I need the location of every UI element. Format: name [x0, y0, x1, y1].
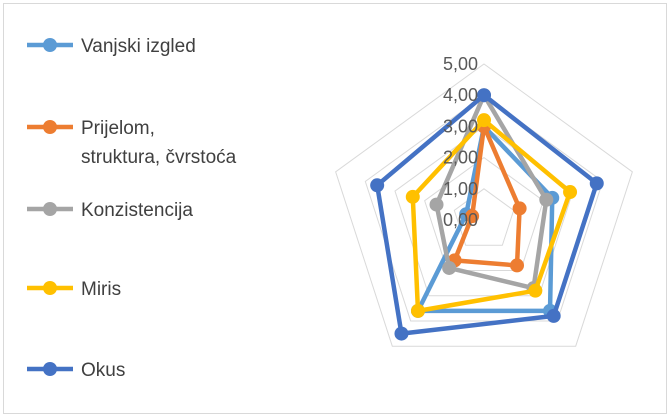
- data-point-s5-axis5: [370, 178, 385, 193]
- data-point-s5-axis1: [477, 88, 491, 103]
- legend-label: Vanjski izgled: [81, 36, 196, 57]
- data-point-s4-axis2: [563, 185, 578, 200]
- legend: Vanjski izgled Prijelom, struktura, čvrsto…: [27, 36, 237, 381]
- grid-ring-5: [335, 63, 633, 347]
- data-point-s2-axis5: [465, 209, 480, 224]
- data-point-s4-axis4: [410, 303, 425, 318]
- legend-entry-4: Miris: [27, 279, 121, 300]
- legend-marker: [43, 362, 57, 376]
- data-point-s4-axis5: [405, 189, 420, 204]
- data-point-s3-axis4: [442, 260, 457, 275]
- data-point-s4-axis1: [477, 113, 491, 128]
- data-point-s2-axis2: [512, 201, 527, 216]
- legend-label: struktura, čvrstoća: [81, 147, 237, 168]
- radar-series: [370, 88, 604, 341]
- grid-ring-1: [453, 188, 515, 246]
- data-point-s5-axis4: [394, 326, 409, 341]
- grid-ring-4: [364, 94, 604, 322]
- series-line-4: [410, 117, 573, 314]
- legend-entry-1: Vanjski izgled: [27, 36, 196, 57]
- series-line-2: [452, 124, 522, 268]
- radial-tick-labels: 0,00 1,00 2,00 3,00 4,00 5,00: [443, 54, 478, 230]
- legend-label: Okus: [81, 360, 125, 381]
- legend-marker: [43, 281, 57, 295]
- legend-marker: [43, 120, 57, 134]
- series-line-3: [434, 92, 549, 291]
- legend-marker: [43, 202, 57, 216]
- series-line-1: [415, 124, 555, 314]
- legend-entry-2: Prijelom, struktura, čvrstoća: [27, 118, 237, 168]
- data-point-s4-axis3: [528, 283, 543, 298]
- data-point-s5-axis2: [589, 176, 604, 191]
- series-line-5: [374, 92, 600, 336]
- chart-frame: [3, 3, 667, 414]
- data-point-s5-axis3: [546, 308, 561, 323]
- legend-label: Konzistencija: [81, 200, 193, 221]
- data-point-s2-axis3: [510, 258, 525, 273]
- tick-label-1: 1,00: [443, 179, 478, 199]
- tick-label-0: 0,00: [443, 210, 478, 230]
- legend-marker: [43, 38, 57, 52]
- legend-label: Miris: [81, 279, 121, 300]
- grid-ring-2: [424, 156, 544, 271]
- data-point-s3-axis5: [429, 197, 444, 212]
- data-point-s3-axis2: [539, 192, 554, 207]
- tick-label-2: 2,00: [443, 148, 478, 168]
- legend-label: Prijelom,: [81, 118, 155, 139]
- tick-label-4: 4,00: [443, 85, 478, 105]
- tick-label-3: 3,00: [443, 116, 478, 136]
- tick-label-5: 5,00: [443, 54, 478, 74]
- legend-entry-5: Okus: [27, 360, 125, 381]
- legend-entry-3: Konzistencija: [27, 200, 193, 221]
